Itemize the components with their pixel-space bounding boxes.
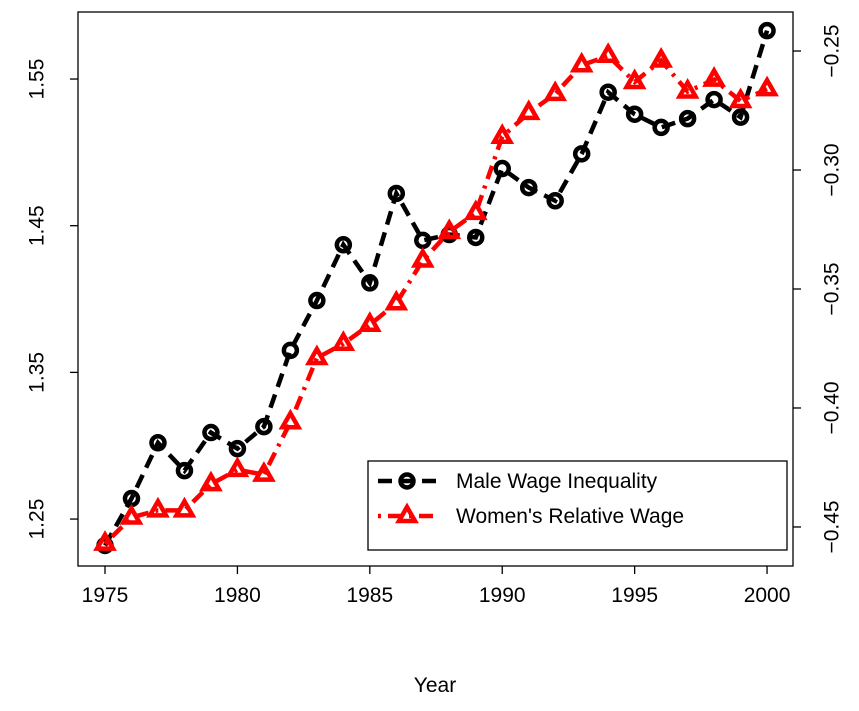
series-line	[103, 53, 768, 546]
point	[625, 105, 644, 123]
y2-tick-label: −0.45	[821, 500, 844, 553]
y2-tick-label: −0.35	[821, 262, 844, 315]
point	[649, 47, 673, 68]
point	[93, 530, 117, 551]
point	[678, 109, 697, 128]
point	[652, 118, 670, 137]
y2-tick-label: −0.30	[821, 143, 844, 196]
point	[705, 90, 723, 109]
x-tick-label: 1985	[346, 584, 393, 607]
point	[463, 199, 488, 221]
point	[304, 344, 329, 366]
point	[252, 461, 276, 482]
point	[119, 503, 144, 525]
point	[255, 417, 273, 436]
point	[398, 472, 416, 490]
point	[596, 42, 621, 64]
point	[572, 145, 591, 163]
x-axis-label: Year	[414, 674, 456, 697]
point	[516, 99, 541, 121]
point	[543, 80, 568, 102]
y-tick-label: 1.55	[26, 59, 49, 100]
point	[599, 83, 617, 101]
point	[467, 228, 485, 247]
point	[228, 439, 247, 458]
legend-label: Male Wage Inequality	[456, 470, 658, 493]
point	[278, 408, 303, 430]
point	[146, 496, 170, 518]
point	[175, 461, 194, 480]
point	[675, 77, 700, 99]
y2-tick-label: −0.25	[821, 24, 844, 77]
point	[384, 289, 409, 311]
point	[437, 218, 462, 240]
point	[149, 434, 167, 452]
point	[728, 87, 753, 109]
point	[755, 75, 779, 97]
x-tick-label: 1980	[214, 584, 261, 607]
y-tick-label: 1.45	[26, 205, 49, 246]
y2-tick-label: −0.40	[821, 381, 844, 434]
x-tick-label: 1990	[479, 584, 526, 607]
point	[490, 123, 515, 144]
legend-label: Women's Relative Wage	[456, 505, 684, 528]
point	[334, 236, 353, 254]
point	[493, 159, 511, 178]
x-tick-label: 1975	[82, 584, 129, 607]
point	[199, 470, 223, 492]
y-tick-label: 1.25	[26, 499, 49, 540]
point	[387, 184, 406, 203]
y-tick-label: 1.35	[26, 352, 49, 393]
point	[361, 274, 379, 292]
point	[225, 456, 250, 478]
x-tick-label: 2000	[744, 584, 791, 607]
point	[519, 178, 538, 197]
point	[308, 291, 326, 310]
point	[410, 246, 435, 268]
point	[202, 423, 220, 442]
point	[546, 192, 564, 210]
point	[622, 68, 647, 90]
point	[395, 502, 419, 524]
legend-box	[367, 460, 788, 551]
x-tick-label: 1995	[611, 584, 658, 607]
point	[702, 66, 726, 87]
point	[731, 108, 750, 126]
point	[758, 21, 776, 40]
point	[172, 496, 197, 518]
point	[331, 330, 356, 351]
point	[281, 341, 300, 360]
point	[414, 231, 432, 250]
point	[569, 51, 594, 73]
point	[357, 311, 382, 332]
